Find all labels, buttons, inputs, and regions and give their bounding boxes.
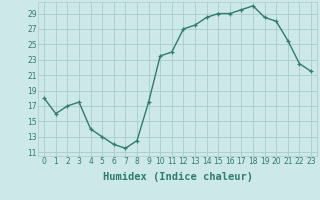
X-axis label: Humidex (Indice chaleur): Humidex (Indice chaleur)	[103, 172, 252, 182]
